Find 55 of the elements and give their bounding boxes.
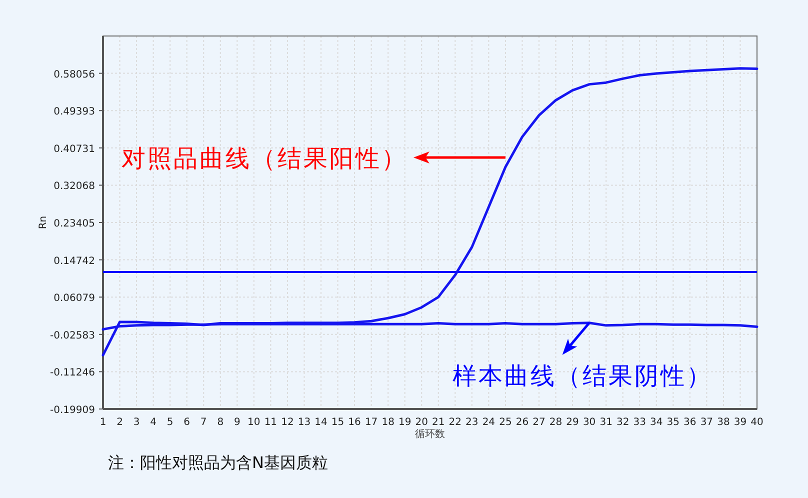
x-tick-label: 28 [549,417,562,428]
x-tick-label: 5 [166,417,174,428]
x-tick-label: 3 [133,417,140,428]
x-tick-label: 24 [482,417,496,428]
x-tick-label: 6 [184,417,190,428]
x-axis-title: 循环数 [415,429,445,440]
x-tick-label: 22 [448,417,462,428]
x-tick-label: 36 [684,417,696,428]
x-tick-label: 25 [499,417,512,428]
x-tick-label: 14 [314,417,328,428]
x-tick-label: 37 [700,417,714,428]
y-tick-label: 0.49393 [54,106,95,118]
y-tick-label: 0.06079 [54,293,95,304]
x-tick-label: 38 [717,417,730,428]
y-tick-label: -0.19909 [50,405,95,416]
y-tick-label: 0.32068 [54,181,95,192]
x-tick-label: 21 [432,417,445,428]
x-tick-label: 23 [466,417,478,428]
annotation: 对照品曲线（结果阳性） [121,144,408,173]
x-tick-label: 39 [734,417,747,428]
x-tick-label: 27 [532,417,546,428]
x-tick-label: 20 [415,417,428,428]
y-tick-label: 0.23405 [54,218,95,230]
x-tick-label: 9 [234,417,240,428]
x-tick-label: 15 [331,417,344,428]
x-tick-label: 2 [116,417,123,428]
x-tick-label: 4 [150,417,156,428]
annotation: 样本曲线（结果阴性） [452,362,712,390]
x-tick-label: 33 [633,417,646,428]
x-tick-label: 7 [200,417,207,428]
x-tick-label: 26 [516,417,529,428]
x-tick-label: 1 [100,417,106,428]
x-tick-label: 34 [650,417,663,428]
x-tick-label: 8 [217,417,224,428]
x-tick-label: 35 [666,417,680,428]
x-tick-label: 18 [382,417,394,428]
y-tick-label: -0.11246 [50,368,95,379]
x-tick-label: 29 [566,417,579,428]
x-tick-label: 30 [582,417,596,428]
x-tick-label: 12 [281,417,294,428]
y-tick-label: 0.58056 [54,69,95,80]
x-tick-label: 17 [364,417,378,428]
x-tick-label: 13 [298,417,311,428]
x-tick-label: 16 [348,417,361,428]
x-tick-label: 40 [750,417,764,428]
x-tick-label: 11 [264,417,278,428]
y-tick-label: 0.14742 [54,256,95,267]
text: 注：阳性对照品为含N基因质粒 [108,453,328,472]
y-tick-label: 0.40731 [54,144,95,155]
y-tick-label: -0.02583 [50,330,95,342]
x-tick-label: 10 [248,417,260,428]
x-tick-label: 19 [398,417,412,428]
x-tick-label: 31 [600,417,612,428]
y-axis-title: Rn [38,216,49,230]
x-tick-label: 32 [616,417,630,428]
